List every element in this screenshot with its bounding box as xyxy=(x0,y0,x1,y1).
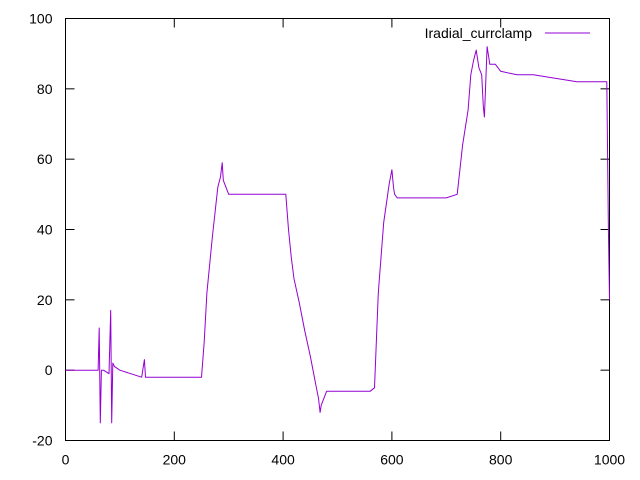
x-tick-label: 800 xyxy=(489,452,513,468)
x-tick-label: 0 xyxy=(62,452,70,468)
y-tick-label: 80 xyxy=(37,81,53,97)
series-line-0 xyxy=(65,46,610,424)
axis-tick-labels: 0 200 400 600 800 1000 -20 0 20 40 60 80 100 xyxy=(29,11,625,468)
x-tick-label: 200 xyxy=(163,452,187,468)
axis-ticks xyxy=(65,18,610,441)
y-tick-label: 60 xyxy=(37,151,53,167)
y-tick-label: 40 xyxy=(37,222,53,238)
legend: Iradial_currclamp xyxy=(425,25,590,41)
y-tick-label: -20 xyxy=(32,433,52,449)
y-tick-label: 20 xyxy=(37,292,53,308)
x-tick-label: 1000 xyxy=(594,452,625,468)
series-layer xyxy=(65,46,610,424)
legend-label: Iradial_currclamp xyxy=(425,25,533,41)
y-tick-label: 100 xyxy=(29,11,53,27)
x-tick-label: 400 xyxy=(271,452,295,468)
x-tick-label: 600 xyxy=(380,452,404,468)
y-tick-label: 0 xyxy=(45,362,53,378)
